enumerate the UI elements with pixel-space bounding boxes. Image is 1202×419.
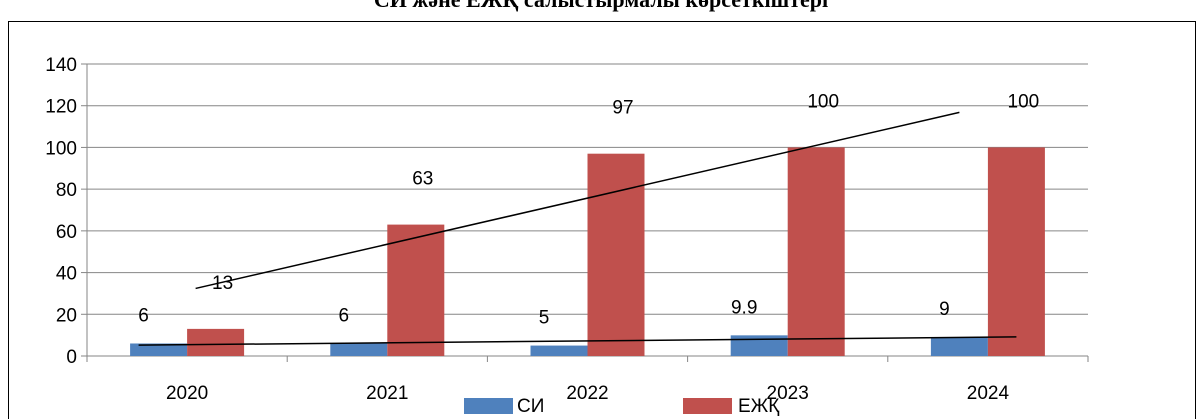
data-label: 6: [138, 305, 149, 326]
chart-title: СИ және ЕЖҚ салыстырмалы көрсеткіштері: [0, 0, 1202, 13]
data-label: 6: [339, 305, 350, 326]
y-tick-label: 80: [56, 180, 77, 201]
bar-СИ-2020: [130, 343, 188, 356]
bar-ЕЖҚ-2024: [987, 147, 1045, 356]
x-tick-label: 2024: [967, 383, 1010, 404]
data-label: 5: [539, 308, 550, 329]
data-label: 63: [412, 169, 433, 190]
bar-ЕЖҚ-2020: [187, 328, 245, 356]
data-label: 100: [1008, 91, 1040, 112]
x-tick-label: 2023: [767, 383, 809, 404]
y-tick-label: 100: [45, 138, 77, 159]
data-label: 97: [612, 98, 633, 119]
trendlines: [138, 111, 1017, 346]
y-tick-label: 40: [56, 264, 77, 285]
y-tick-label: 20: [56, 305, 77, 326]
bar-ЕЖҚ-2023: [787, 147, 845, 356]
bar-СИ-2022: [530, 345, 588, 356]
legend-swatch-СИ: [464, 398, 513, 414]
bar-ЕЖҚ-2022: [587, 153, 645, 356]
y-tick-label: 0: [66, 347, 77, 368]
x-tick-label: 2020: [166, 383, 208, 404]
x-tick-label: 2022: [566, 383, 608, 404]
chart-frame: [8, 21, 1196, 419]
legend-label-ЕЖҚ: ЕЖҚ: [738, 396, 779, 417]
bars: [130, 147, 1045, 356]
trendline-ЕЖҚ: [195, 111, 960, 290]
bar-ЕЖҚ-2021: [387, 224, 445, 356]
legend: СИ ЕЖҚ: [464, 396, 779, 417]
bar-СИ-2023: [730, 335, 788, 356]
y-tick-label: 120: [45, 97, 77, 118]
data-label: 13: [212, 273, 233, 294]
legend-label-СИ: СИ: [517, 396, 544, 417]
bar-СИ-2021: [330, 343, 388, 356]
data-labels: 6 6 5 9.9 9 13 63 97 100 100: [138, 91, 1039, 328]
y-tick-label: 60: [56, 222, 77, 243]
trendline-СИ: [138, 336, 1017, 346]
y-tick-label: 140: [45, 55, 77, 76]
data-label: 9: [939, 299, 950, 320]
data-label: 9.9: [731, 297, 757, 318]
axes: 0 20 40 60 80 100 120 140 2020 2021 2022 2023 2024: [45, 55, 1089, 404]
bar-СИ-2024: [930, 337, 988, 356]
legend-swatch-ЕЖҚ: [683, 398, 732, 414]
data-label: 100: [807, 91, 839, 112]
x-tick-label: 2021: [366, 383, 408, 404]
